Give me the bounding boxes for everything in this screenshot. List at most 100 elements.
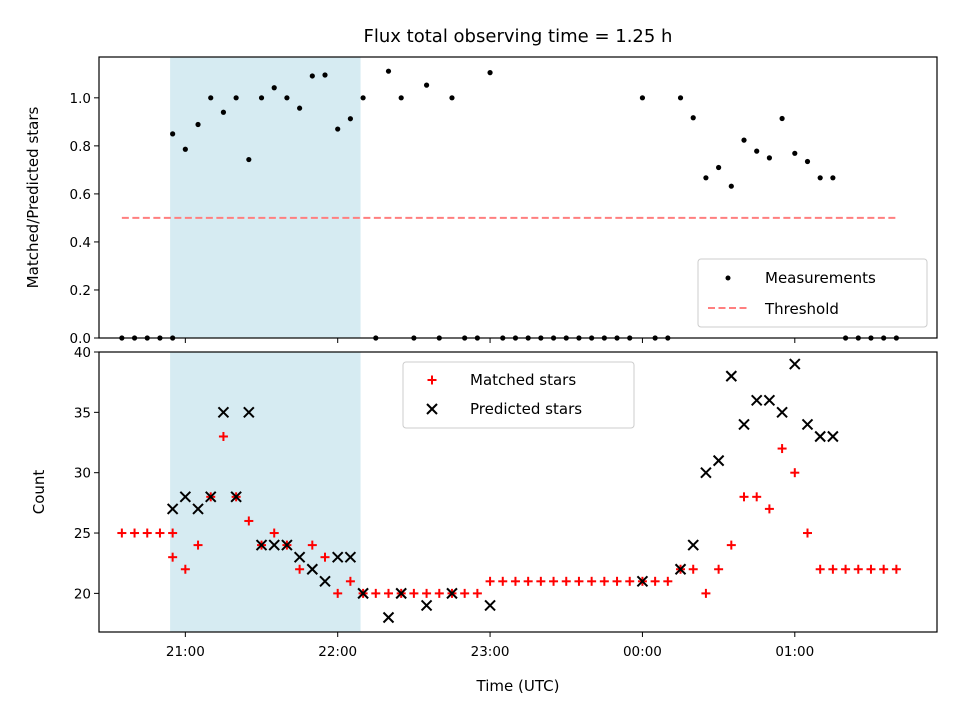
measurement-point xyxy=(423,82,430,88)
measurement-point xyxy=(170,131,176,137)
y-tick-label: 0.2 xyxy=(70,283,91,299)
predicted-stars-point xyxy=(319,575,331,588)
measurement-point xyxy=(360,95,366,101)
legend-marker-measurements xyxy=(725,275,731,281)
predicted-stars-point xyxy=(192,503,204,515)
matched-stars-point xyxy=(498,576,508,586)
predicted-stars-point xyxy=(331,551,344,563)
y-tick-label: 35 xyxy=(74,405,91,421)
matched-stars-point xyxy=(879,564,889,574)
predicted-stars-point xyxy=(814,430,826,443)
measurement-point xyxy=(690,115,696,121)
measurement-point xyxy=(347,116,353,122)
matched-stars-point xyxy=(790,468,800,478)
predicted-stars-point xyxy=(687,539,699,551)
predicted-stars-point xyxy=(801,418,814,431)
predicted-stars-point xyxy=(344,551,357,563)
matched-stars-point xyxy=(193,540,203,550)
predicted-stars-point xyxy=(230,491,242,503)
predicted-stars-point xyxy=(827,430,839,443)
matched-stars-point xyxy=(155,528,165,538)
y-tick-label: 1.0 xyxy=(70,91,91,107)
matched-stars-point xyxy=(714,564,724,574)
y-tick-label: 0.6 xyxy=(70,187,91,203)
predicted-stars-point xyxy=(776,406,788,419)
matched-stars-point xyxy=(320,552,330,562)
measurement-point xyxy=(779,115,785,122)
matched-stars-point xyxy=(599,576,609,586)
y-tick-label: 0.8 xyxy=(70,139,91,155)
bottom-panel-y-axis-label: Count xyxy=(30,470,48,515)
measurement-point xyxy=(830,175,836,181)
matched-stars-point xyxy=(180,564,190,574)
matched-stars-point xyxy=(460,588,470,598)
measurement-point xyxy=(677,95,684,101)
measurement-point xyxy=(703,175,709,181)
measurement-point xyxy=(817,175,823,181)
y-tick-label: 25 xyxy=(74,526,91,542)
chart-title: Flux total observing time = 1.25 h xyxy=(364,26,673,47)
predicted-stars-point xyxy=(738,418,750,431)
measurement-point xyxy=(258,95,265,101)
matched-stars-point xyxy=(485,576,495,586)
legend-box xyxy=(697,258,928,328)
matched-stars-point xyxy=(815,564,825,574)
predicted-stars-point xyxy=(357,587,369,600)
measurement-point xyxy=(639,95,646,101)
predicted-stars-point xyxy=(281,539,293,551)
legend-label-measurements: Measurements xyxy=(765,269,876,287)
x-tick-label: 22:00 xyxy=(318,644,357,660)
matched-stars-point xyxy=(828,564,838,574)
predicted-stars-point xyxy=(789,358,801,370)
x-tick-label: 00:00 xyxy=(623,644,662,660)
legend-plus-glyph xyxy=(427,375,437,385)
measurement-point xyxy=(385,68,392,74)
measurement-point xyxy=(284,95,290,101)
matched-stars-point xyxy=(853,564,863,574)
matched-stars-point xyxy=(688,564,698,574)
y-tick-label: 40 xyxy=(74,345,91,361)
predicted-stars-point xyxy=(674,563,687,575)
matched-stars-point xyxy=(244,516,254,526)
predicted-stars-point xyxy=(293,551,306,563)
matched-stars-point xyxy=(587,576,597,586)
predicted-stars-point xyxy=(205,491,217,503)
legend-marker-matched-stars xyxy=(427,375,437,385)
matched-stars-point xyxy=(650,576,660,586)
measurement-point xyxy=(728,183,734,189)
measurement-point xyxy=(398,95,404,101)
x-axis-label: Time (UTC) xyxy=(476,677,560,695)
predicted-stars-point xyxy=(255,539,268,551)
bottom-panel-frame xyxy=(98,351,938,633)
matched-stars-point xyxy=(168,552,178,562)
predicted-stars-point xyxy=(763,394,776,406)
matched-stars-point xyxy=(142,528,152,538)
measurement-point xyxy=(297,105,303,111)
x-tick-label: 21:00 xyxy=(166,644,205,660)
matched-stars-point xyxy=(130,528,140,538)
top-panel: 0.0 0.2 0.4 0.6 0.8 1.0 Flux total observing … xyxy=(24,26,938,347)
matched-stars-point xyxy=(663,576,673,586)
predicted-stars-point xyxy=(306,563,319,575)
measurement-point xyxy=(309,73,315,79)
top-panel-y-axis-label: Matched/Predicted stars xyxy=(24,107,42,289)
y-tick-label: 0.0 xyxy=(70,331,91,347)
matched-stars-point xyxy=(218,431,228,441)
predicted-stars-point xyxy=(243,406,255,419)
matched-stars-point xyxy=(752,492,762,502)
measurement-point xyxy=(766,155,773,161)
predicted-stars-point xyxy=(268,539,280,551)
bottom-panel-x-ticks: 21:00 22:00 23:00 00:00 01:00 xyxy=(166,632,814,660)
measurement-point xyxy=(716,164,722,171)
matched-stars-point xyxy=(295,564,305,574)
y-tick-label: 0.4 xyxy=(70,235,91,251)
matched-stars-point xyxy=(625,576,635,586)
x-tick-label: 01:00 xyxy=(775,644,814,660)
matched-stars-point xyxy=(269,528,279,538)
top-panel-x-ticks xyxy=(184,338,796,343)
matched-stars-point xyxy=(422,588,432,598)
matched-stars-point xyxy=(409,588,419,598)
observing-window-span xyxy=(170,352,361,632)
matched-stars-point xyxy=(726,540,736,550)
legend-marker-predicted-stars xyxy=(426,403,438,415)
